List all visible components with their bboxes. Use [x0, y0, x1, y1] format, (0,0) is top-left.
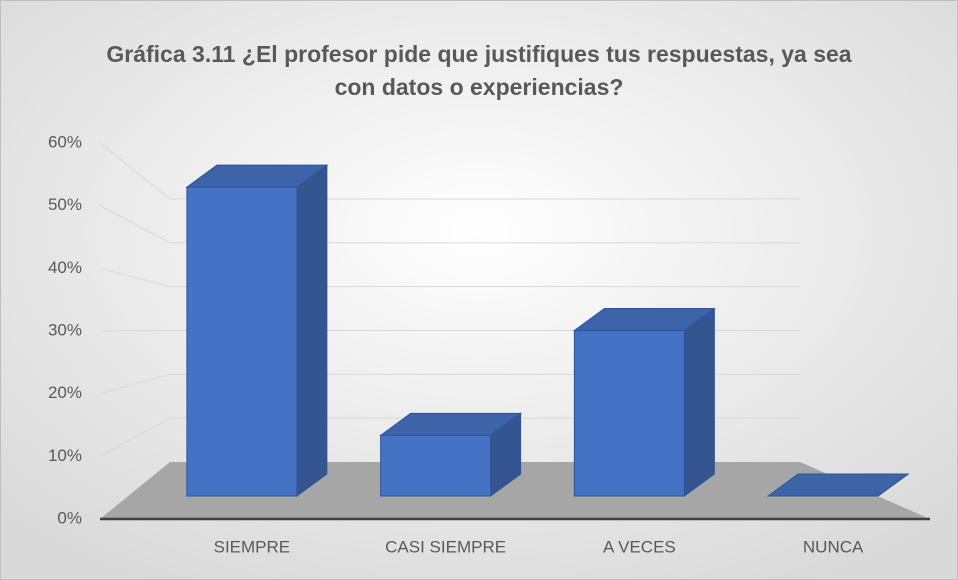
bar-face	[573, 330, 685, 497]
bar	[379, 412, 523, 497]
y-tick-label: 10%	[48, 446, 82, 465]
y-tick-label: 30%	[48, 320, 82, 339]
bar-face	[186, 186, 298, 497]
bar-face	[683, 307, 715, 497]
bar	[572, 307, 716, 497]
x-tick-label: A VECES	[603, 537, 676, 556]
bar-face	[296, 164, 328, 497]
y-tick-label: 40%	[48, 258, 82, 277]
bar	[766, 473, 910, 497]
y-tick-label: 60%	[48, 132, 82, 151]
bar-face	[380, 434, 492, 497]
grid-line	[99, 205, 800, 244]
chart-title: Gráfica 3.11 ¿El profesor pide que justi…	[106, 41, 852, 100]
x-tick-label: CASI SIEMPRE	[385, 537, 506, 556]
y-tick-label: 20%	[48, 383, 82, 402]
x-tick-label: SIEMPRE	[214, 537, 291, 556]
grid-line	[99, 142, 800, 200]
y-tick-label: 0%	[57, 508, 82, 527]
x-tick-label: NUNCA	[803, 537, 864, 556]
bar	[185, 164, 329, 497]
y-tick-label: 50%	[48, 195, 82, 214]
grid-line	[99, 267, 800, 288]
